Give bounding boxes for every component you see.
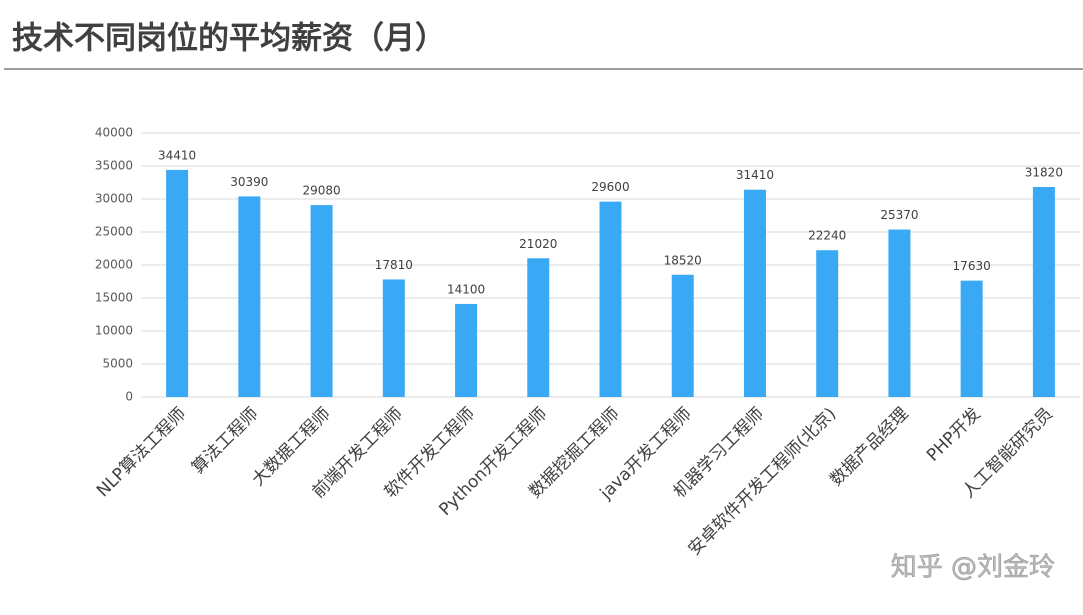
y-tick-label: 20000 — [95, 258, 133, 272]
bar — [671, 274, 694, 397]
data-label: 29600 — [591, 180, 629, 194]
data-label: 34410 — [158, 148, 196, 162]
bar — [166, 169, 189, 397]
data-label: 25370 — [880, 208, 918, 222]
y-tick-label: 0 — [125, 390, 133, 404]
y-tick-label: 25000 — [95, 225, 133, 239]
bar — [382, 279, 405, 397]
watermark: 知乎 @刘金玲 — [891, 553, 1055, 583]
data-label: 22240 — [808, 229, 846, 243]
y-tick-label: 30000 — [95, 192, 133, 206]
bar — [888, 229, 911, 397]
y-tick-label: 35000 — [95, 159, 133, 173]
bar — [1032, 186, 1055, 397]
bar — [599, 201, 622, 397]
bar — [310, 205, 333, 397]
y-tick-label: 40000 — [95, 126, 133, 140]
bar — [816, 250, 839, 397]
data-label: 31410 — [736, 168, 774, 182]
bar — [960, 280, 983, 397]
data-label: 17630 — [953, 259, 991, 273]
bar — [743, 189, 766, 397]
y-tick-label: 10000 — [95, 324, 133, 338]
data-label: 21020 — [519, 237, 557, 251]
data-label: 17810 — [375, 258, 413, 272]
y-tick-label: 5000 — [102, 357, 133, 371]
bar — [455, 303, 478, 397]
data-label: 29080 — [302, 184, 340, 198]
bar — [527, 258, 550, 397]
data-label: 31820 — [1025, 165, 1063, 179]
data-label: 18520 — [664, 253, 702, 267]
data-label: 14100 — [447, 282, 485, 296]
chart-title: 技术不同岗位的平均薪资（月） — [12, 21, 446, 57]
bar — [238, 196, 261, 397]
data-label: 30390 — [230, 175, 268, 189]
y-tick-label: 15000 — [95, 291, 133, 305]
